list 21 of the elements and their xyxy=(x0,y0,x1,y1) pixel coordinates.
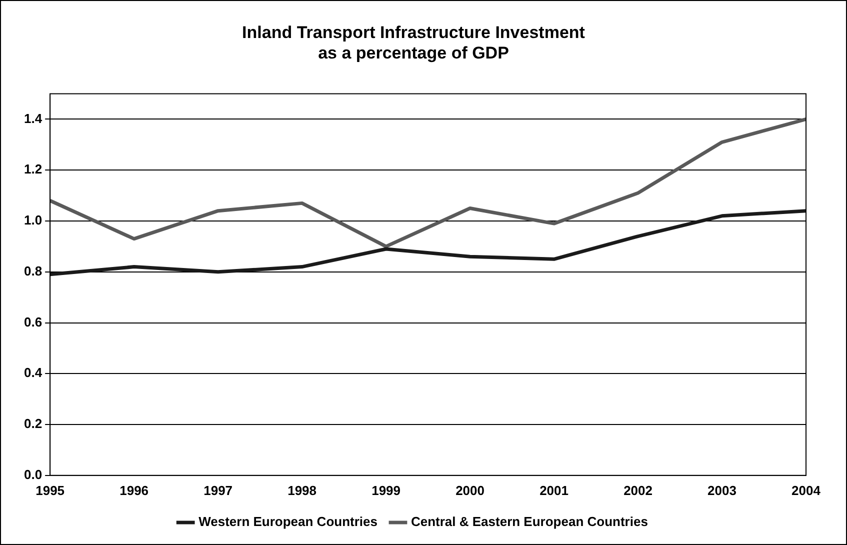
x-tick-label: 1999 xyxy=(372,482,400,498)
x-tick-label: 2001 xyxy=(540,482,568,498)
x-tick-label: 2002 xyxy=(624,482,652,498)
y-tick-label: 0.4 xyxy=(24,365,43,380)
chart-title: Inland Transport Infrastructure Investment as a percentage of GDP xyxy=(242,22,586,62)
x-tick-label: 1997 xyxy=(204,482,233,498)
legend-label: Central & Eastern European Countries xyxy=(410,514,648,530)
y-tick-label: 0.6 xyxy=(24,314,42,330)
y-tick-label: 1.4 xyxy=(24,110,43,126)
y-tick-label: 0.2 xyxy=(24,416,42,432)
x-tick-label: 2000 xyxy=(456,482,484,498)
y-tick-label: 1.0 xyxy=(24,212,42,228)
y-tick-label: 1.2 xyxy=(24,162,42,177)
x-tick-label: 1995 xyxy=(36,482,65,498)
y-tick-label: 0.8 xyxy=(24,263,42,278)
x-tick-label: 2004 xyxy=(792,482,822,498)
x-tick-label: 1998 xyxy=(288,482,317,498)
x-tick-label: 2003 xyxy=(708,482,736,498)
legend-label: Western European Countries xyxy=(198,514,378,530)
x-tick-label: 1996 xyxy=(120,482,149,498)
y-tick-label: 0.0 xyxy=(24,466,42,482)
